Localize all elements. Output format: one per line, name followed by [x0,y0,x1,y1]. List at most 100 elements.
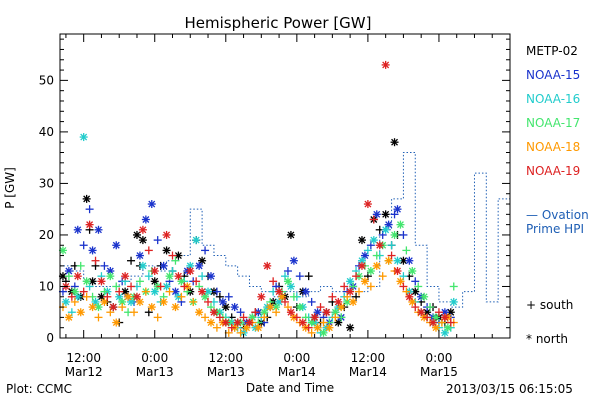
data-point [162,230,171,239]
data-point [124,292,133,301]
data-point [408,267,417,276]
data-point [366,282,375,291]
data-point [112,241,121,250]
data-point [387,241,396,250]
legend-item-noaa-18: NOAA-18 [526,140,581,154]
data-point [144,272,153,281]
x-tick-label-time: 0:00 [141,351,168,365]
data-point [325,323,334,332]
series-noaa-19 [61,60,455,332]
data-point [254,323,263,332]
data-point [405,256,414,265]
data-point [396,220,405,229]
x-tick-label-date: Mar13 [207,365,245,379]
data-point [64,267,73,276]
x-tick-label-time: 12:00 [208,351,243,365]
data-point [402,246,411,255]
data-point [174,272,183,281]
y-tick-label: 10 [39,279,54,293]
data-point [381,60,390,69]
data-point [165,272,174,281]
data-point [100,287,109,296]
data-point [106,272,115,281]
data-point [272,308,281,317]
data-point [153,313,162,322]
data-point [82,277,91,286]
data-point [115,287,124,296]
data-point [236,308,245,317]
data-point [192,236,201,245]
data-point [103,292,112,301]
data-point [97,277,106,286]
data-point [127,282,136,291]
data-point [381,210,390,219]
data-point [334,297,343,306]
data-point [198,272,207,281]
data-point [390,230,399,239]
data-point [449,282,458,291]
data-point [82,194,91,203]
ovation-legend-line2: Prime HPI [526,222,584,236]
data-point [411,303,420,312]
data-point [316,303,325,312]
x-tick-label-time: 0:00 [283,351,310,365]
data-point [349,297,358,306]
data-point [292,313,301,322]
data-point [88,246,97,255]
data-point [286,308,295,317]
data-point [147,303,156,312]
data-point [132,230,141,239]
data-point [212,287,221,296]
data-point [417,308,426,317]
data-point [363,200,372,209]
x-tick-label-date: Mar14 [278,365,316,379]
data-point [177,277,186,286]
data-point [396,277,405,286]
x-axis-label: Date and Time [246,381,334,395]
data-point [307,328,316,337]
data-point [266,303,275,312]
data-point [138,225,147,234]
data-point [85,205,94,214]
y-tick-label: 0 [46,331,54,345]
marker-north-label: * north [526,332,569,346]
data-point [328,292,337,301]
data-point [130,308,139,317]
data-point [310,313,319,322]
data-point [67,292,76,301]
x-tick-label-time: 0:00 [425,351,452,365]
data-point [180,282,189,291]
data-point [434,308,443,317]
data-point [387,251,396,260]
data-point [135,297,144,306]
data-point [159,261,168,270]
data-point [369,236,378,245]
data-point [426,303,435,312]
data-point [337,303,346,312]
data-point [289,256,298,265]
data-point [372,210,381,219]
data-point [85,220,94,229]
data-point [112,318,121,327]
data-point [393,256,402,265]
data-point [289,292,298,301]
data-point [390,138,399,147]
data-point [121,272,130,281]
footer-timestamp: 2013/03/15 06:15:05 [446,382,573,396]
data-point [91,256,100,265]
x-tick-label-date: Mar14 [349,365,387,379]
footer-plot-credit: Plot: CCMC [6,382,72,396]
marker-south-label: + south [526,298,574,312]
data-point [399,282,408,291]
data-point [73,272,82,281]
x-tick-label-date: Mar15 [420,365,458,379]
data-point [340,282,349,291]
data-point [76,308,85,317]
data-point [109,303,118,312]
ovation-legend: — Ovation Prime HPI [526,208,589,236]
data-point [449,297,458,306]
data-point [355,287,364,296]
data-point [204,297,213,306]
data-point [384,256,393,265]
plot-area [58,60,510,337]
